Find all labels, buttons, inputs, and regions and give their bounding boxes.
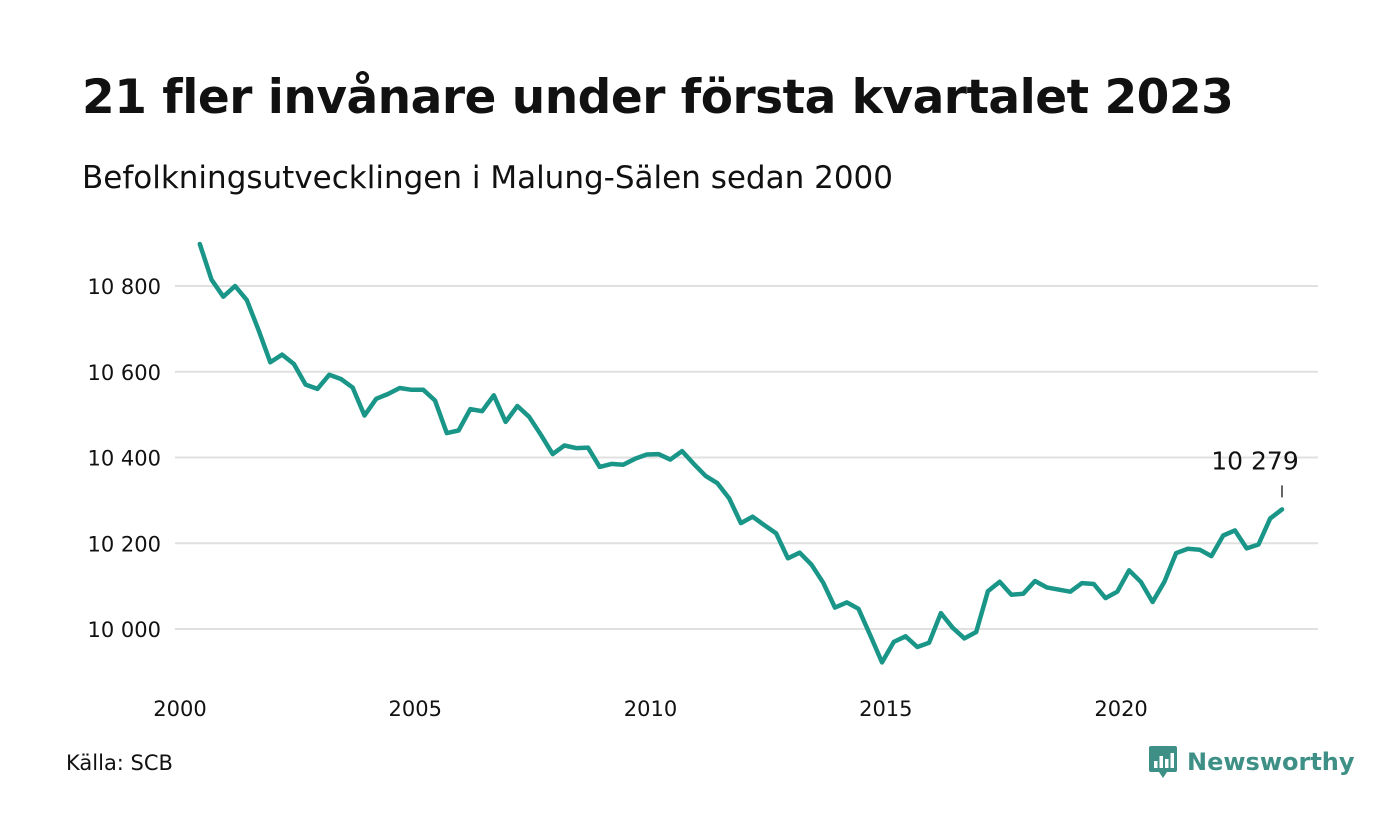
y-tick-label: 10 600 [88,361,161,385]
x-tick-label: 2005 [389,697,442,721]
y-tick-label: 10 400 [88,447,161,471]
x-axis-tick-labels: 2000 2005 2010 2015 2020 [153,697,1148,721]
bar-chart-speech-bubble-icon [1149,746,1177,778]
y-tick-label: 10 000 [88,618,161,642]
y-axis-tick-labels: 10 000 10 200 10 400 10 600 10 800 [88,275,161,642]
brand-name: Newsworthy [1187,748,1355,776]
chart-subtitle: Befolkningsutvecklingen i Malung-Sälen s… [82,160,893,196]
source-label: Källa: SCB [66,751,173,775]
annotation-label: 10 279 [1211,446,1298,475]
x-tick-label: 2000 [153,697,206,721]
annotation-group: 10 279 [1211,446,1299,498]
y-tick-label: 10 200 [88,532,161,556]
series-group [197,241,1285,665]
x-tick-label: 2010 [624,697,677,721]
series-line [197,241,1285,665]
y-tick-label: 10 800 [88,275,161,299]
x-tick-label: 2015 [859,697,912,721]
gridlines [175,285,1318,630]
x-tick-label: 2020 [1094,697,1147,721]
newsworthy-logo[interactable]: Newsworthy [1148,744,1355,780]
chart-title: 21 fler invånare under första kvartalet … [82,70,1234,125]
